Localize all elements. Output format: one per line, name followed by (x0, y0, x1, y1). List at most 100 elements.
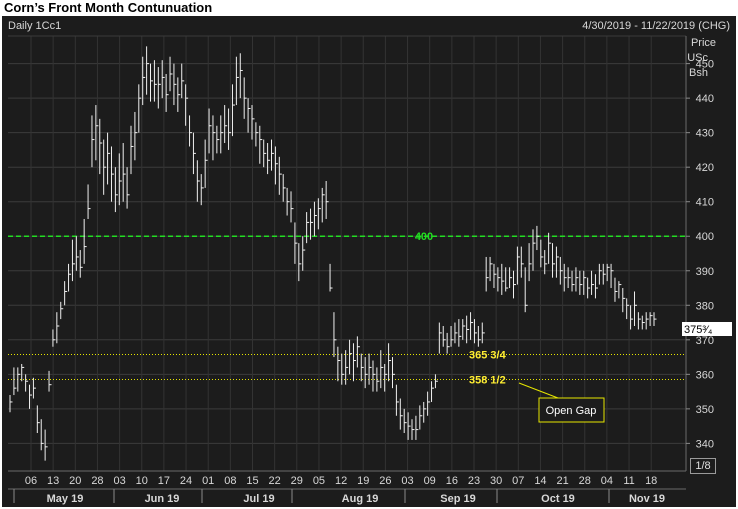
ohlc-bar (310, 208, 314, 240)
ohlc-bar (267, 143, 271, 175)
ohlc-bar (192, 132, 196, 175)
x-tick-label: 11 (623, 475, 634, 487)
ohlc-bar (196, 160, 200, 202)
ohlc-bar (224, 105, 228, 144)
ohlc-bar (591, 270, 595, 295)
ohlc-bar (470, 312, 474, 340)
ohlc-bar (372, 360, 376, 392)
y-tick-label: 370 (696, 335, 714, 347)
ohlc-bar (208, 108, 212, 154)
ohlc-bars (9, 46, 657, 461)
ohlc-bar (431, 381, 435, 402)
ohlc-bar (349, 339, 353, 375)
ohlc-bar (243, 77, 247, 119)
ohlc-bar (594, 274, 598, 299)
ohlc-bar (540, 239, 544, 268)
y-axis: 340 350 360 370 380 390 400 410 420 430 440 450 (686, 59, 714, 450)
ohlc-bar (548, 232, 552, 264)
ohlc-bar (633, 291, 637, 326)
y-tick-label: 400 (696, 231, 714, 243)
x-tick-label: 26 (379, 475, 391, 487)
x-tick-label: 03 (113, 475, 125, 487)
x-tick-label: 12 (335, 475, 347, 487)
price-fraction-indicator[interactable]: 1/8 (690, 458, 716, 474)
ohlc-bar (442, 326, 446, 347)
ohlc-bar (185, 84, 189, 126)
ohlc-bar (40, 419, 44, 451)
ohlc-bar (251, 105, 255, 140)
ohlc-bar (107, 132, 111, 185)
ohlc-bar (64, 281, 68, 306)
ohlc-bar (399, 398, 403, 430)
ohlc-bar (278, 156, 282, 195)
x-tick-label: 28 (91, 475, 103, 487)
ohlc-bar (142, 56, 146, 106)
y-tick-label: 410 (696, 197, 714, 209)
ohlc-bar (481, 322, 485, 344)
chart-panel: Daily 1Cc1 4/30/2019 - 11/22/2019 (CHG) … (2, 16, 736, 507)
ohlc-bar (71, 239, 75, 282)
ohlc-bar (606, 263, 610, 282)
ohlc-bar (419, 405, 423, 430)
ohlc-bar (263, 139, 267, 168)
ohlc-bar (153, 60, 157, 102)
ohlc-bar (110, 146, 114, 202)
ohlc-bar (25, 374, 29, 392)
x-tick-label: 28 (579, 475, 591, 487)
ohlc-bar (493, 263, 497, 289)
x-month-label: May 19 (47, 493, 84, 505)
ohlc-bar (649, 312, 653, 326)
chart-title: Corn’s Front Month Contunuation (4, 0, 213, 15)
ohlc-bar (44, 429, 48, 461)
ohlc-bar (345, 350, 349, 385)
ohlc-bar (544, 250, 548, 275)
ohlc-bar (290, 191, 294, 223)
ohlc-bar (618, 281, 622, 299)
ohlc-bar (552, 243, 556, 278)
x-tick-label: 19 (357, 475, 369, 487)
x-month-label: Jul 19 (243, 493, 274, 505)
ohlc-bar (524, 267, 528, 313)
ohlc-bar (352, 343, 356, 382)
ohlc-bar (79, 250, 83, 278)
x-tick-label: 20 (69, 475, 81, 487)
ohlc-bar (532, 229, 536, 271)
ohlc-bar (407, 412, 411, 440)
ohlc-bar (637, 312, 641, 330)
ohlc-bar (497, 267, 501, 292)
ohlc-bar (83, 218, 87, 264)
y-tick-label: 430 (696, 128, 714, 140)
callout-box (538, 397, 605, 423)
ohlc-bar (325, 181, 329, 219)
ohlc-bar (235, 56, 239, 106)
ohlc-bar (333, 312, 337, 358)
ohlc-bar (571, 270, 575, 292)
x-month-label: Jun 19 (145, 493, 180, 505)
ohlc-bar (329, 263, 333, 292)
ohlc-bar (446, 332, 450, 354)
ohlc-bar (286, 187, 290, 216)
last-price-marker: 375³⁄₄ (682, 322, 732, 336)
ohlc-bar (583, 270, 587, 295)
ohlc-bar (169, 56, 173, 92)
y-tick-label: 380 (696, 300, 714, 312)
ohlc-bar (298, 243, 302, 282)
x-tick-label: 03 (401, 475, 413, 487)
ohlc-bar (29, 384, 33, 409)
x-tick-label: 14 (534, 475, 546, 487)
ohlc-bar (391, 357, 395, 389)
ohlc-bar (122, 143, 126, 202)
ohlc-bar (313, 201, 317, 237)
ohlc-bar (220, 115, 224, 154)
ohlc-bar (579, 270, 583, 295)
ohlc-bar (130, 125, 134, 175)
ohlc-bar (364, 357, 368, 389)
ohlc-bar (411, 419, 415, 440)
ohlc-bar (75, 236, 79, 271)
ohlc-bar (337, 346, 341, 382)
ohlc-bar (415, 415, 419, 440)
ohlc-bar (388, 343, 392, 382)
x-tick-label: 15 (246, 475, 258, 487)
ohlc-bar (36, 405, 40, 434)
ohlc-bar (294, 222, 298, 264)
